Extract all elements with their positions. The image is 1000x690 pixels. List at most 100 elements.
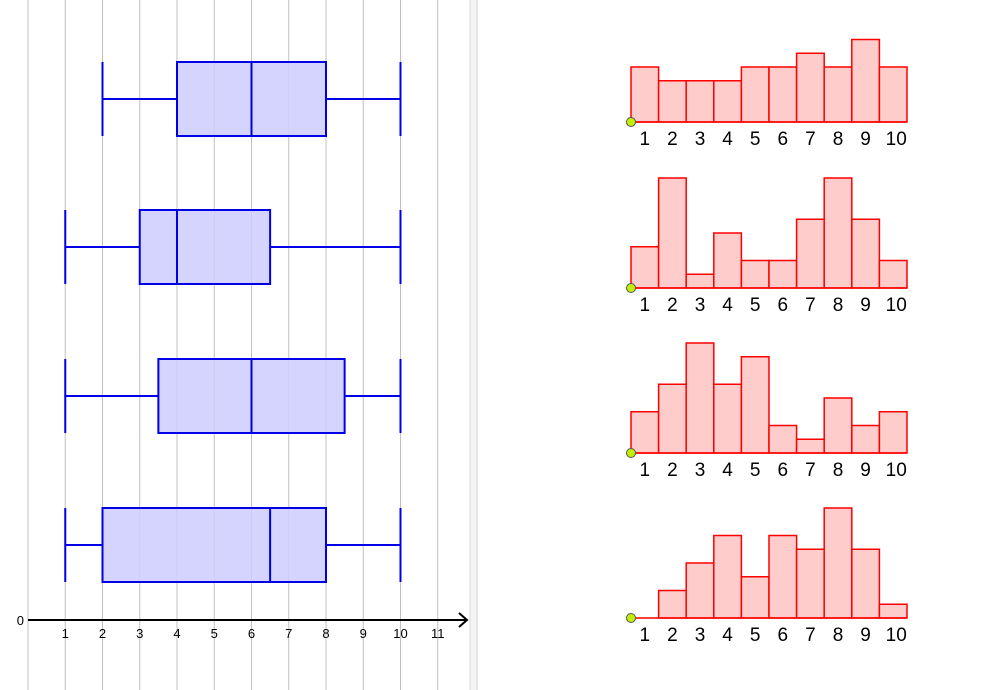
box [138, 209, 272, 285]
histogram-bar [740, 259, 770, 289]
histogram-bar [685, 562, 715, 619]
histogram-label: 4 [722, 129, 733, 150]
histogram-label: 5 [750, 129, 761, 150]
histogram-label: 4 [722, 625, 733, 646]
histogram-label: 7 [805, 460, 816, 481]
histogram-bar [795, 218, 825, 289]
histogram-label: 2 [667, 295, 678, 316]
histogram-label: 6 [778, 129, 789, 150]
histogram-bar [657, 80, 687, 123]
tick-label: 3 [136, 626, 143, 641]
histogram-bar [823, 177, 853, 289]
histogram-label: 1 [640, 295, 651, 316]
histogram-label: 8 [833, 460, 844, 481]
histogram-label: 3 [695, 625, 706, 646]
histogram-label: 3 [695, 460, 706, 481]
histogram-bar [768, 424, 798, 454]
tick-label: 7 [285, 626, 292, 641]
histogram-label: 2 [667, 625, 678, 646]
histogram-label: 9 [860, 129, 871, 150]
histogram-bar [740, 356, 770, 454]
histogram-bar [878, 66, 908, 123]
x-axis-arrow [458, 612, 469, 628]
histogram-bar [878, 411, 908, 454]
histogram-bar [851, 424, 881, 454]
histogram-label: 6 [778, 625, 789, 646]
histogram-bar [878, 603, 908, 619]
histogram-label: 4 [722, 295, 733, 316]
histogram-label: 8 [833, 625, 844, 646]
histogram-bar [795, 548, 825, 619]
origin-point [626, 448, 636, 458]
histogram-label: 8 [833, 129, 844, 150]
histogram-label: 6 [778, 295, 789, 316]
tick-label: 4 [173, 626, 180, 641]
histogram-bar [851, 38, 881, 123]
histogram-bar [823, 397, 853, 454]
histogram-label: 7 [805, 625, 816, 646]
box [101, 507, 327, 583]
histogram-bar [768, 259, 798, 289]
histogram-label: 5 [750, 295, 761, 316]
histogram-bar [630, 246, 660, 289]
tick-label: 6 [248, 626, 255, 641]
histogram-label: 10 [886, 460, 907, 481]
histogram-bar [630, 411, 660, 454]
tick-label: 2 [99, 626, 106, 641]
histogram-bar [740, 576, 770, 619]
histogram-label: 1 [640, 460, 651, 481]
histogram-label: 10 [886, 129, 907, 150]
origin-point [626, 613, 636, 623]
histogram-label: 1 [640, 625, 651, 646]
histogram-label: 2 [667, 129, 678, 150]
origin-point [626, 117, 636, 127]
histogram-bar [795, 438, 825, 454]
histogram-bar [823, 66, 853, 123]
histogram-bar [685, 342, 715, 454]
histogram-label: 5 [750, 625, 761, 646]
histogram-label: 3 [695, 295, 706, 316]
origin-point [626, 283, 636, 293]
tick-label: 8 [322, 626, 329, 641]
histogram-label: 3 [695, 129, 706, 150]
histogram-bar [657, 177, 687, 289]
histogram-bar [740, 66, 770, 123]
histogram-bar [795, 52, 825, 123]
histogram-bar [685, 80, 715, 123]
histogram-label: 10 [886, 625, 907, 646]
histogram-label: 4 [722, 460, 733, 481]
histogram-label: 1 [640, 129, 651, 150]
histogram-bar [713, 80, 743, 123]
panel-divider [470, 0, 478, 690]
histogram-bar [768, 534, 798, 619]
histogram-bar [851, 548, 881, 619]
histogram-label: 8 [833, 295, 844, 316]
histogram-label: 5 [750, 460, 761, 481]
histogram-label: 9 [860, 460, 871, 481]
histogram-label: 6 [778, 460, 789, 481]
histogram-bar [713, 534, 743, 619]
histogram-bar [657, 589, 687, 619]
histogram-bar [657, 383, 687, 454]
tick-label: 10 [393, 626, 407, 641]
histogram-label: 9 [860, 295, 871, 316]
histogram-label: 10 [886, 295, 907, 316]
tick-label: 0 [17, 613, 24, 628]
histogram-bar [878, 259, 908, 289]
histogram-label: 9 [860, 625, 871, 646]
histogram-bar [685, 273, 715, 289]
histogram-bar [768, 66, 798, 123]
histogram-bar [851, 218, 881, 289]
histogram-label: 7 [805, 129, 816, 150]
tick-label: 11 [431, 626, 445, 641]
histogram-label: 7 [805, 295, 816, 316]
tick-label: 9 [360, 626, 367, 641]
histogram-label: 2 [667, 460, 678, 481]
tick-label: 5 [211, 626, 218, 641]
histogram-bar [630, 66, 660, 123]
histogram-bar [713, 383, 743, 454]
histogram-bar [823, 507, 853, 619]
tick-label: 1 [62, 626, 69, 641]
histogram-bar [713, 232, 743, 289]
